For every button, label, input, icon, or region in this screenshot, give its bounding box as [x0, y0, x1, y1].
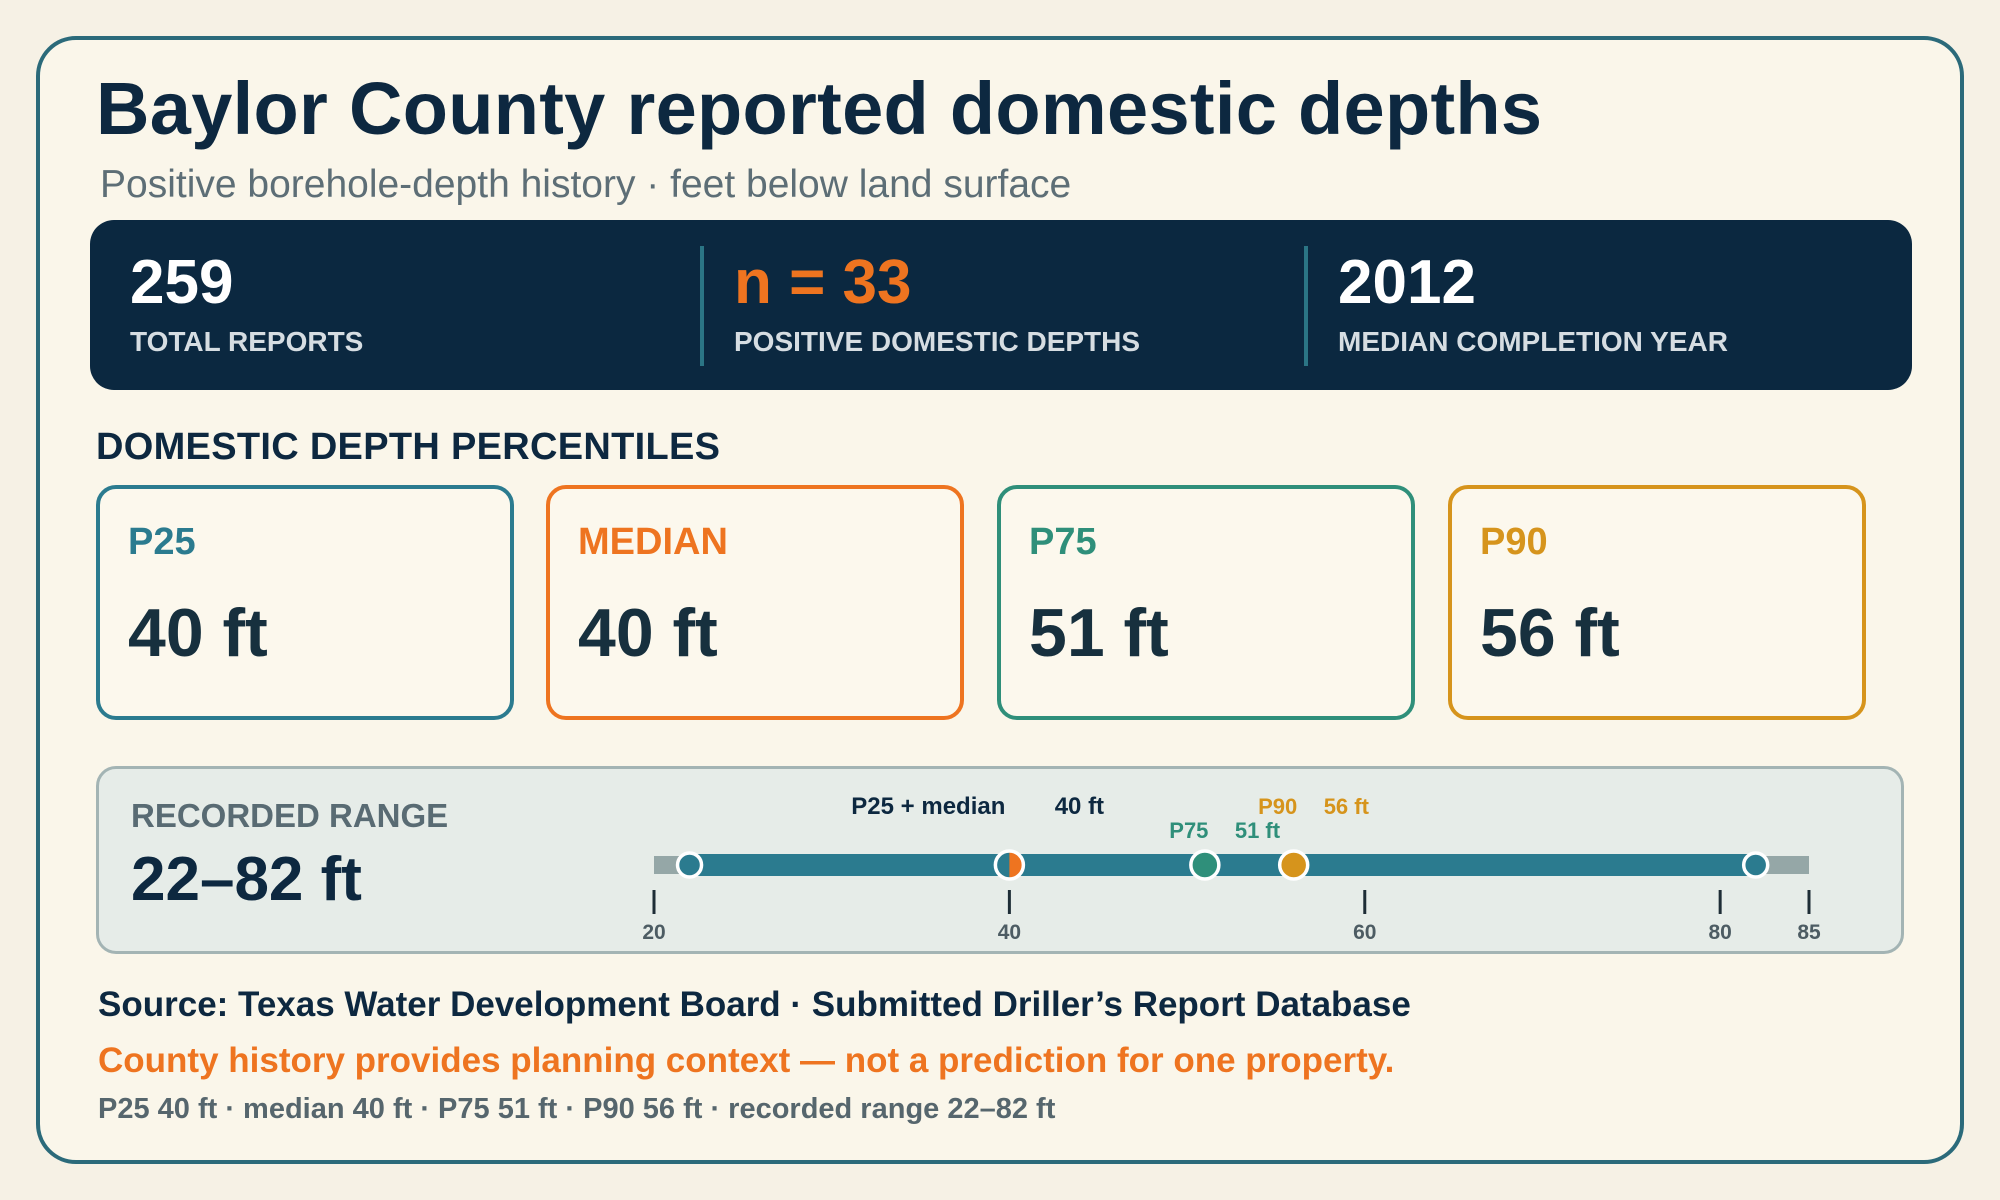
stat-median-year: 2012 MEDIAN COMPLETION YEAR — [1298, 220, 1898, 390]
percentile-value: 51 ft — [1029, 595, 1169, 671]
stat-positive-depths: n = 33 POSITIVE DOMESTIC DEPTHS — [694, 220, 1294, 390]
source-line: Source: Texas Water Development Board · … — [98, 985, 1411, 1024]
axis-tick-label: 85 — [1797, 921, 1821, 944]
stat-value: 2012 — [1338, 248, 1476, 317]
axis-tick-label: 80 — [1708, 921, 1731, 944]
stats-banner: 259 TOTAL REPORTS n = 33 POSITIVE DOMEST… — [90, 220, 1912, 390]
percentile-value: 40 ft — [128, 595, 268, 671]
disclaimer-note: County history provides planning context… — [98, 1041, 1395, 1080]
marker-value-label: 40 ft — [1055, 793, 1104, 820]
stat-label: MEDIAN COMPLETION YEAR — [1338, 326, 1728, 357]
percentile-card-p25: P25 40 ft — [96, 485, 514, 720]
marker-value-label: 51 ft — [1235, 818, 1281, 843]
percentile-value: 56 ft — [1480, 595, 1620, 671]
summary-line: P25 40 ft · median 40 ft · P75 51 ft · P… — [98, 1093, 1056, 1125]
recorded-range-panel: RECORDED RANGE 22–82 ft 20 40 60 80 85 P25 + … — [96, 766, 1904, 954]
stat-divider — [1304, 246, 1308, 366]
percentile-card-p90: P90 56 ft — [1448, 485, 1866, 720]
marker-label: P90 — [1258, 794, 1297, 819]
stat-value: n = 33 — [734, 248, 912, 317]
section-title: DOMESTIC DEPTH PERCENTILES — [96, 426, 721, 468]
marker-label: P25 + median — [851, 793, 1005, 820]
percentile-label: P75 — [1029, 521, 1097, 563]
stat-label: POSITIVE DOMESTIC DEPTHS — [734, 326, 1141, 357]
page-title: Baylor County reported domestic depths — [96, 67, 1543, 150]
percentile-label: MEDIAN — [578, 521, 728, 563]
stat-total-reports: 259 TOTAL REPORTS — [90, 220, 690, 390]
stat-value: 259 — [130, 248, 234, 317]
page-subtitle: Positive borehole-depth history · feet b… — [100, 163, 1072, 206]
p75-marker — [1189, 849, 1221, 881]
range-bar — [689, 854, 1756, 876]
marker-value-label: 56 ft — [1324, 794, 1370, 819]
percentile-card-median: MEDIAN 40 ft — [546, 485, 964, 720]
p90-marker — [1277, 849, 1310, 881]
percentile-value: 40 ft — [578, 595, 718, 671]
marker-label: P75 — [1169, 818, 1208, 843]
marker-outline — [993, 849, 1026, 881]
axis-tick-label: 20 — [642, 921, 665, 944]
percentile-label: P25 — [128, 521, 196, 563]
percentile-card-p75: P75 51 ft — [997, 485, 1415, 720]
axis-tick-label: 40 — [998, 921, 1021, 944]
range-min-marker — [675, 851, 704, 879]
axis-tick-label: 60 — [1353, 921, 1376, 944]
stat-label: TOTAL REPORTS — [130, 326, 364, 357]
range-label: RECORDED RANGE — [131, 797, 449, 834]
range-max-marker — [1741, 851, 1770, 879]
stat-divider — [700, 246, 704, 366]
percentile-label: P90 — [1480, 521, 1548, 563]
range-value: 22–82 ft — [131, 845, 362, 914]
